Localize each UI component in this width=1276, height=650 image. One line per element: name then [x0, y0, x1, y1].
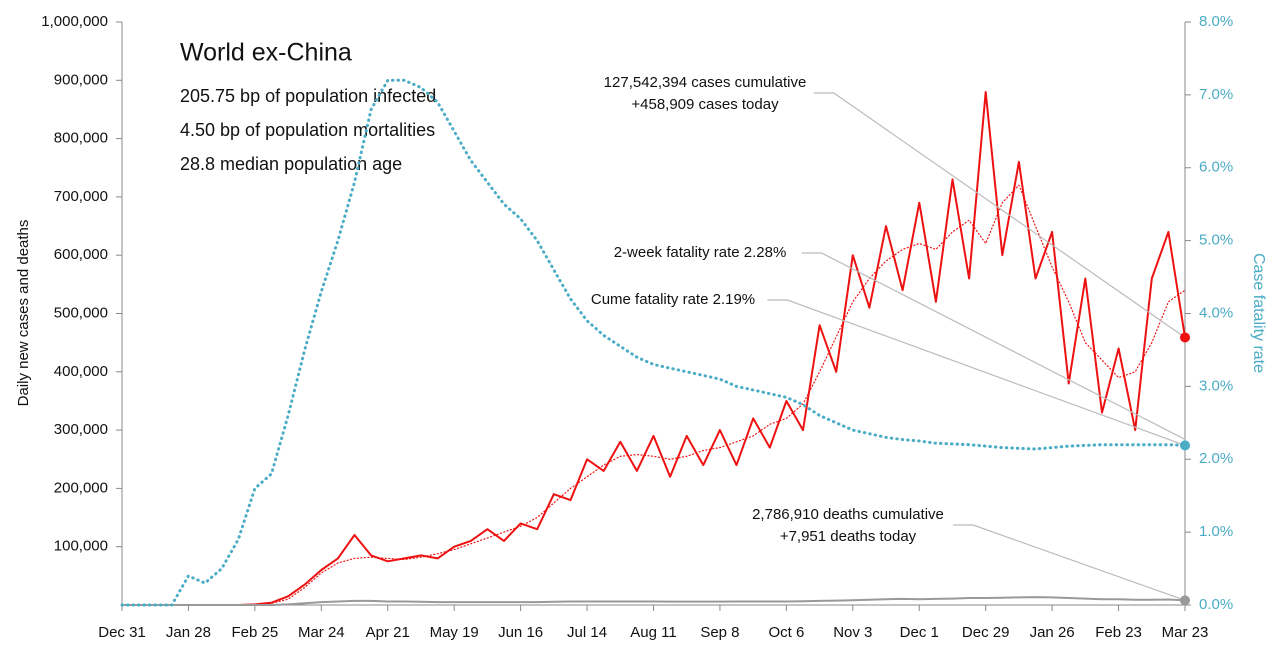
y2-tick-label: 0.0%: [1199, 596, 1233, 613]
x-tick-label: Dec 31: [98, 624, 146, 641]
leader-line: [813, 92, 1186, 338]
annotation: Cume fatality rate 2.19%: [591, 291, 755, 308]
x-tick-label: Oct 6: [768, 624, 804, 641]
end-marker: [1180, 332, 1190, 343]
leader-line: [767, 299, 1186, 446]
annotation: +458,909 cases today: [631, 96, 779, 113]
y2-axis-label: Case fatality rate: [1250, 253, 1267, 373]
annotation: 2,786,910 deaths cumulative: [752, 506, 944, 523]
end-marker: [1180, 595, 1190, 606]
series-line: [121, 596, 1186, 606]
x-tick-label: Jan 28: [166, 624, 211, 641]
y-tick-label: 700,000: [54, 188, 108, 205]
leader-line: [801, 252, 1186, 440]
x-tick-label: Feb 23: [1095, 624, 1142, 641]
y2-tick-label: 6.0%: [1199, 159, 1233, 176]
y2-tick-label: 8.0%: [1199, 13, 1233, 30]
x-tick-label: Apr 21: [366, 624, 410, 641]
x-tick-label: Aug 11: [630, 624, 676, 641]
y-tick-label: 300,000: [54, 421, 108, 438]
y-tick-label: 800,000: [54, 130, 108, 147]
y-tick-label: 400,000: [54, 363, 108, 380]
x-tick-label: Jan 26: [1030, 624, 1075, 641]
series-line: [121, 91, 1186, 606]
y2-tick-label: 1.0%: [1199, 523, 1233, 540]
subtitle: 205.75 bp of population infected: [180, 86, 436, 106]
annotation: +7,951 deaths today: [780, 528, 917, 545]
x-tick-label: May 19: [430, 624, 479, 641]
x-tick-label: Jul 14: [567, 624, 607, 641]
series-line: [121, 184, 1186, 606]
series-line: [120, 78, 1187, 607]
y2-tick-label: 7.0%: [1199, 86, 1233, 103]
x-tick-label: Sep 8: [700, 624, 739, 641]
y2-tick-label: 5.0%: [1199, 232, 1233, 249]
x-tick-label: Feb 25: [232, 624, 279, 641]
y-tick-label: 1,000,000: [41, 13, 108, 30]
y2-tick-label: 4.0%: [1199, 304, 1233, 321]
annotation: 2-week fatality rate 2.28%: [614, 244, 787, 261]
x-tick-label: Mar 24: [298, 624, 345, 641]
chart-title: World ex-China: [180, 39, 352, 67]
y-tick-label: 500,000: [54, 304, 108, 321]
leader-line: [953, 524, 1186, 601]
subtitle: 28.8 median population age: [180, 154, 402, 174]
y-axis-label: Daily new cases and deaths: [15, 220, 32, 407]
x-tick-label: Dec 29: [962, 624, 1010, 641]
end-marker: [1180, 440, 1190, 451]
y-tick-label: 900,000: [54, 71, 108, 88]
x-tick-label: Jun 16: [498, 624, 543, 641]
y-tick-label: 200,000: [54, 479, 108, 496]
x-tick-label: Mar 23: [1162, 624, 1209, 641]
y-tick-label: 600,000: [54, 246, 108, 263]
x-tick-label: Nov 3: [833, 624, 872, 641]
subtitle: 4.50 bp of population mortalities: [180, 120, 435, 140]
y2-tick-label: 2.0%: [1199, 450, 1233, 467]
annotation: 127,542,394 cases cumulative: [604, 74, 807, 91]
y2-tick-label: 3.0%: [1199, 377, 1233, 394]
y-tick-label: 100,000: [54, 538, 108, 555]
x-tick-label: Dec 1: [900, 624, 939, 641]
